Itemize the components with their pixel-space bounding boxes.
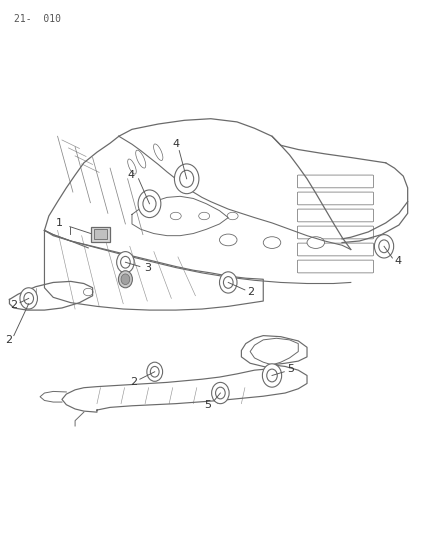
Circle shape bbox=[20, 288, 37, 309]
Ellipse shape bbox=[127, 159, 136, 174]
Text: 1: 1 bbox=[56, 218, 63, 228]
Circle shape bbox=[138, 190, 160, 217]
Ellipse shape bbox=[306, 237, 324, 248]
Text: 2: 2 bbox=[10, 300, 18, 310]
Ellipse shape bbox=[170, 212, 181, 220]
Circle shape bbox=[120, 256, 130, 268]
Text: 4: 4 bbox=[172, 139, 179, 149]
Circle shape bbox=[174, 164, 198, 193]
Circle shape bbox=[262, 364, 281, 387]
Circle shape bbox=[374, 235, 393, 258]
Circle shape bbox=[378, 240, 389, 253]
Circle shape bbox=[143, 196, 155, 212]
Text: 21-  010: 21- 010 bbox=[14, 14, 61, 24]
Text: 2: 2 bbox=[5, 335, 12, 345]
Ellipse shape bbox=[198, 212, 209, 220]
Ellipse shape bbox=[83, 288, 93, 296]
Circle shape bbox=[179, 170, 193, 187]
Text: 3: 3 bbox=[144, 263, 150, 272]
FancyBboxPatch shape bbox=[297, 175, 373, 188]
Text: 4: 4 bbox=[394, 256, 401, 266]
Text: 2: 2 bbox=[247, 287, 254, 297]
Circle shape bbox=[215, 387, 225, 399]
Text: 5: 5 bbox=[286, 364, 293, 374]
Ellipse shape bbox=[153, 144, 162, 160]
Circle shape bbox=[118, 271, 132, 288]
Circle shape bbox=[211, 382, 229, 403]
Circle shape bbox=[223, 277, 233, 288]
FancyBboxPatch shape bbox=[297, 192, 373, 205]
Circle shape bbox=[117, 252, 134, 273]
Circle shape bbox=[121, 274, 130, 285]
Circle shape bbox=[147, 362, 162, 381]
Circle shape bbox=[150, 367, 159, 377]
FancyBboxPatch shape bbox=[297, 260, 373, 273]
Text: 5: 5 bbox=[204, 400, 211, 410]
FancyBboxPatch shape bbox=[297, 209, 373, 222]
Circle shape bbox=[24, 293, 33, 304]
Text: 4: 4 bbox=[127, 170, 134, 180]
FancyBboxPatch shape bbox=[91, 227, 110, 242]
FancyBboxPatch shape bbox=[297, 243, 373, 256]
Circle shape bbox=[219, 272, 237, 293]
Ellipse shape bbox=[226, 212, 237, 220]
Circle shape bbox=[266, 369, 277, 382]
Ellipse shape bbox=[135, 150, 145, 168]
Ellipse shape bbox=[219, 234, 237, 246]
FancyBboxPatch shape bbox=[297, 226, 373, 239]
Ellipse shape bbox=[263, 237, 280, 248]
FancyBboxPatch shape bbox=[94, 229, 107, 239]
Text: 2: 2 bbox=[130, 377, 137, 387]
